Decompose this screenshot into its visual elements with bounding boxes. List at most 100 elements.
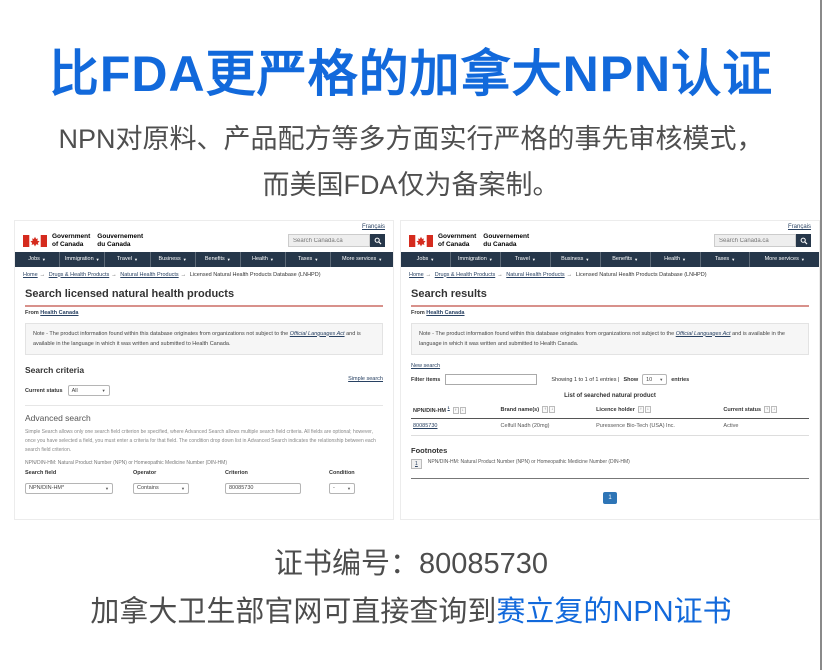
column-header-npn[interactable]: NPN/DIN-HM 1 ↑ ↓ (411, 402, 499, 420)
nav-item-benefits[interactable]: Benefits ▼ (194, 251, 240, 267)
nav-item-travel[interactable]: Travel ▼ (104, 251, 149, 267)
nav-item-more-services[interactable]: More services ▼ (749, 251, 819, 267)
nav-item-jobs[interactable]: Jobs ▼ (28, 256, 46, 263)
nav-item-taxes[interactable]: Taxes ▼ (285, 251, 330, 267)
breadcrumb-home[interactable]: Home (23, 271, 38, 278)
chevron-down-icon: ▼ (95, 256, 100, 262)
breadcrumb-home[interactable]: Home (409, 271, 424, 278)
search-field-select[interactable]: NPN/DIN-HM* ▼ (25, 482, 113, 494)
gov-header: Français Government of Canada Gouvernemen… (401, 221, 819, 249)
breadcrumb-natural-health[interactable]: Natural Health Products (120, 271, 179, 278)
nav-item-more-services[interactable]: More services ▼ (330, 251, 393, 267)
current-status-cell: Active (721, 418, 809, 437)
simple-search-link[interactable]: Simple search (348, 376, 383, 383)
results-table: NPN/DIN-HM 1 ↑ ↓ Brand name(s) ↑ ↓ Licence h… (411, 402, 809, 437)
chevron-down-icon: ▼ (531, 256, 536, 262)
nav-item-taxes[interactable]: Taxes ▼ (699, 251, 750, 267)
breadcrumb: Home → Drugs & Health Products → Natural H… (401, 267, 819, 280)
show-entries-select[interactable]: 10 ▼ (642, 374, 668, 386)
search-button[interactable] (370, 233, 385, 248)
table-row: 80085730 Celfull Nadh (20mg) Puressence … (411, 418, 809, 437)
new-search-link[interactable]: New search (411, 363, 441, 370)
breadcrumb-natural-health[interactable]: Natural Health Products (506, 271, 565, 278)
nav-item-jobs[interactable]: Jobs ▼ (416, 256, 435, 263)
official-languages-act-link[interactable]: Official Languages Act (675, 330, 731, 337)
francais-link[interactable]: Français (787, 224, 811, 230)
column-header-licence-holder[interactable]: Licence holder ↑ ↓ (594, 402, 722, 420)
current-status-label: Current status (25, 387, 63, 394)
search-input[interactable] (714, 234, 796, 248)
chevron-down-icon: ▼ (378, 256, 383, 262)
magnifier-icon (374, 233, 382, 248)
breadcrumb-arrow-icon: → (425, 271, 432, 278)
breadcrumb-current: Licensed Natural Health Products Databas… (575, 271, 707, 278)
wordmark-en-line1: Government (438, 233, 477, 240)
sort-up-icon: ↑ (764, 406, 771, 414)
sort-icons[interactable]: ↑ ↓ (542, 406, 556, 414)
chevron-down-icon: ▼ (659, 377, 664, 383)
claim-highlight: 赛立复的NPN证书 (496, 596, 732, 628)
nav-item-business[interactable]: Business ▼ (149, 251, 195, 267)
advanced-search-description: Simple Search allows only one search fie… (25, 429, 376, 454)
criterion-input[interactable] (225, 482, 301, 494)
nav-item-benefits[interactable]: Benefits ▼ (599, 251, 650, 267)
chevron-down-icon: ▼ (101, 388, 106, 394)
government-of-canada-wordmark[interactable]: Government of Canada Gouvernement du Canad… (52, 233, 143, 249)
bottom-divider (411, 478, 809, 480)
sort-up-icon: ↑ (637, 406, 644, 414)
npn-result-link[interactable]: 80085730 (413, 423, 438, 430)
column-header-brand[interactable]: Brand name(s) ↑ ↓ (498, 402, 595, 420)
operator-label: Operator (133, 470, 157, 477)
operator-select[interactable]: Contains ▼ (133, 482, 189, 494)
nav-item-business[interactable]: Business ▼ (549, 251, 600, 267)
section-divider (25, 405, 383, 407)
footnote-ref-link[interactable]: 1 (447, 405, 450, 411)
canada-flag-icon (23, 234, 47, 247)
breadcrumb-drugs-health[interactable]: Drugs & Health Products (434, 271, 496, 278)
sort-icons[interactable]: ↑ ↓ (452, 407, 466, 415)
sort-up-icon: ↑ (452, 407, 459, 415)
chevron-down-icon: ▼ (585, 256, 590, 262)
canada-flag-icon (409, 234, 433, 247)
wordmark-fr-line1: Gouvernement (483, 233, 530, 240)
wordmark-en-line2: of Canada (52, 240, 84, 248)
licence-holder-cell: Puressence Bio-Tech (USA) Inc. (594, 418, 722, 437)
breadcrumb-drugs-health[interactable]: Drugs & Health Products (48, 271, 110, 278)
nav-item-travel[interactable]: Travel ▼ (499, 251, 550, 267)
footnote-text: NPN/DIN-HM: Natural Product Number (NPN)… (427, 459, 630, 466)
footnote-number-link[interactable]: 1 (411, 459, 422, 470)
subtitle-line-2: 而美国FDA仅为备案制。 (262, 170, 560, 201)
condition-select[interactable]: - ▼ (329, 482, 355, 494)
magnifier-icon (800, 233, 808, 248)
health-canada-link[interactable]: Health Canada (426, 309, 465, 316)
nav-item-immigration[interactable]: Immigration ▼ (449, 251, 500, 267)
gov-nav-bar: Jobs ▼ Immigration ▼ Travel ▼ Business ▼ Ben… (401, 251, 819, 267)
current-status-select[interactable]: All ▼ (67, 385, 110, 397)
search-button[interactable] (796, 233, 811, 248)
wordmark-fr-line1: Gouvernement (97, 233, 144, 240)
brand-name-cell: Celfull Nadh (20mg) (498, 418, 595, 437)
pagination-page-1-button[interactable]: 1 (602, 492, 618, 505)
health-canada-link[interactable]: Health Canada (40, 309, 79, 316)
official-languages-act-link[interactable]: Official Languages Act (289, 330, 345, 337)
nav-item-health[interactable]: Health ▼ (239, 251, 285, 267)
nav-item-immigration[interactable]: Immigration ▼ (59, 251, 104, 267)
column-header-current-status[interactable]: Current status ↑ ↓ (721, 402, 809, 420)
chevron-down-icon: ▼ (226, 256, 231, 262)
right-edge-border (820, 0, 822, 670)
nav-item-health[interactable]: Health ▼ (649, 251, 700, 267)
chevron-down-icon: ▼ (731, 256, 736, 262)
sort-up-icon: ↑ (542, 406, 549, 414)
wordmark-fr-line2: du Canada (483, 240, 517, 248)
sort-icons[interactable]: ↑ ↓ (637, 406, 651, 414)
search-page-title: Search licensed natural health products (25, 288, 383, 307)
screenshot-search-page: Français Government of Canada Gouvernemen… (14, 220, 394, 520)
filter-items-input[interactable] (445, 374, 538, 386)
chevron-down-icon: ▼ (800, 256, 805, 262)
show-label: Show (623, 376, 639, 383)
search-input[interactable] (288, 234, 370, 248)
sort-icons[interactable]: ↑ ↓ (764, 406, 778, 414)
claim-line: 加拿大卫生部官网可直接查询到赛立复的NPN证书 (90, 596, 732, 628)
francais-link[interactable]: Français (361, 224, 385, 230)
government-of-canada-wordmark[interactable]: Government of Canada Gouvernement du Canad… (438, 233, 529, 249)
